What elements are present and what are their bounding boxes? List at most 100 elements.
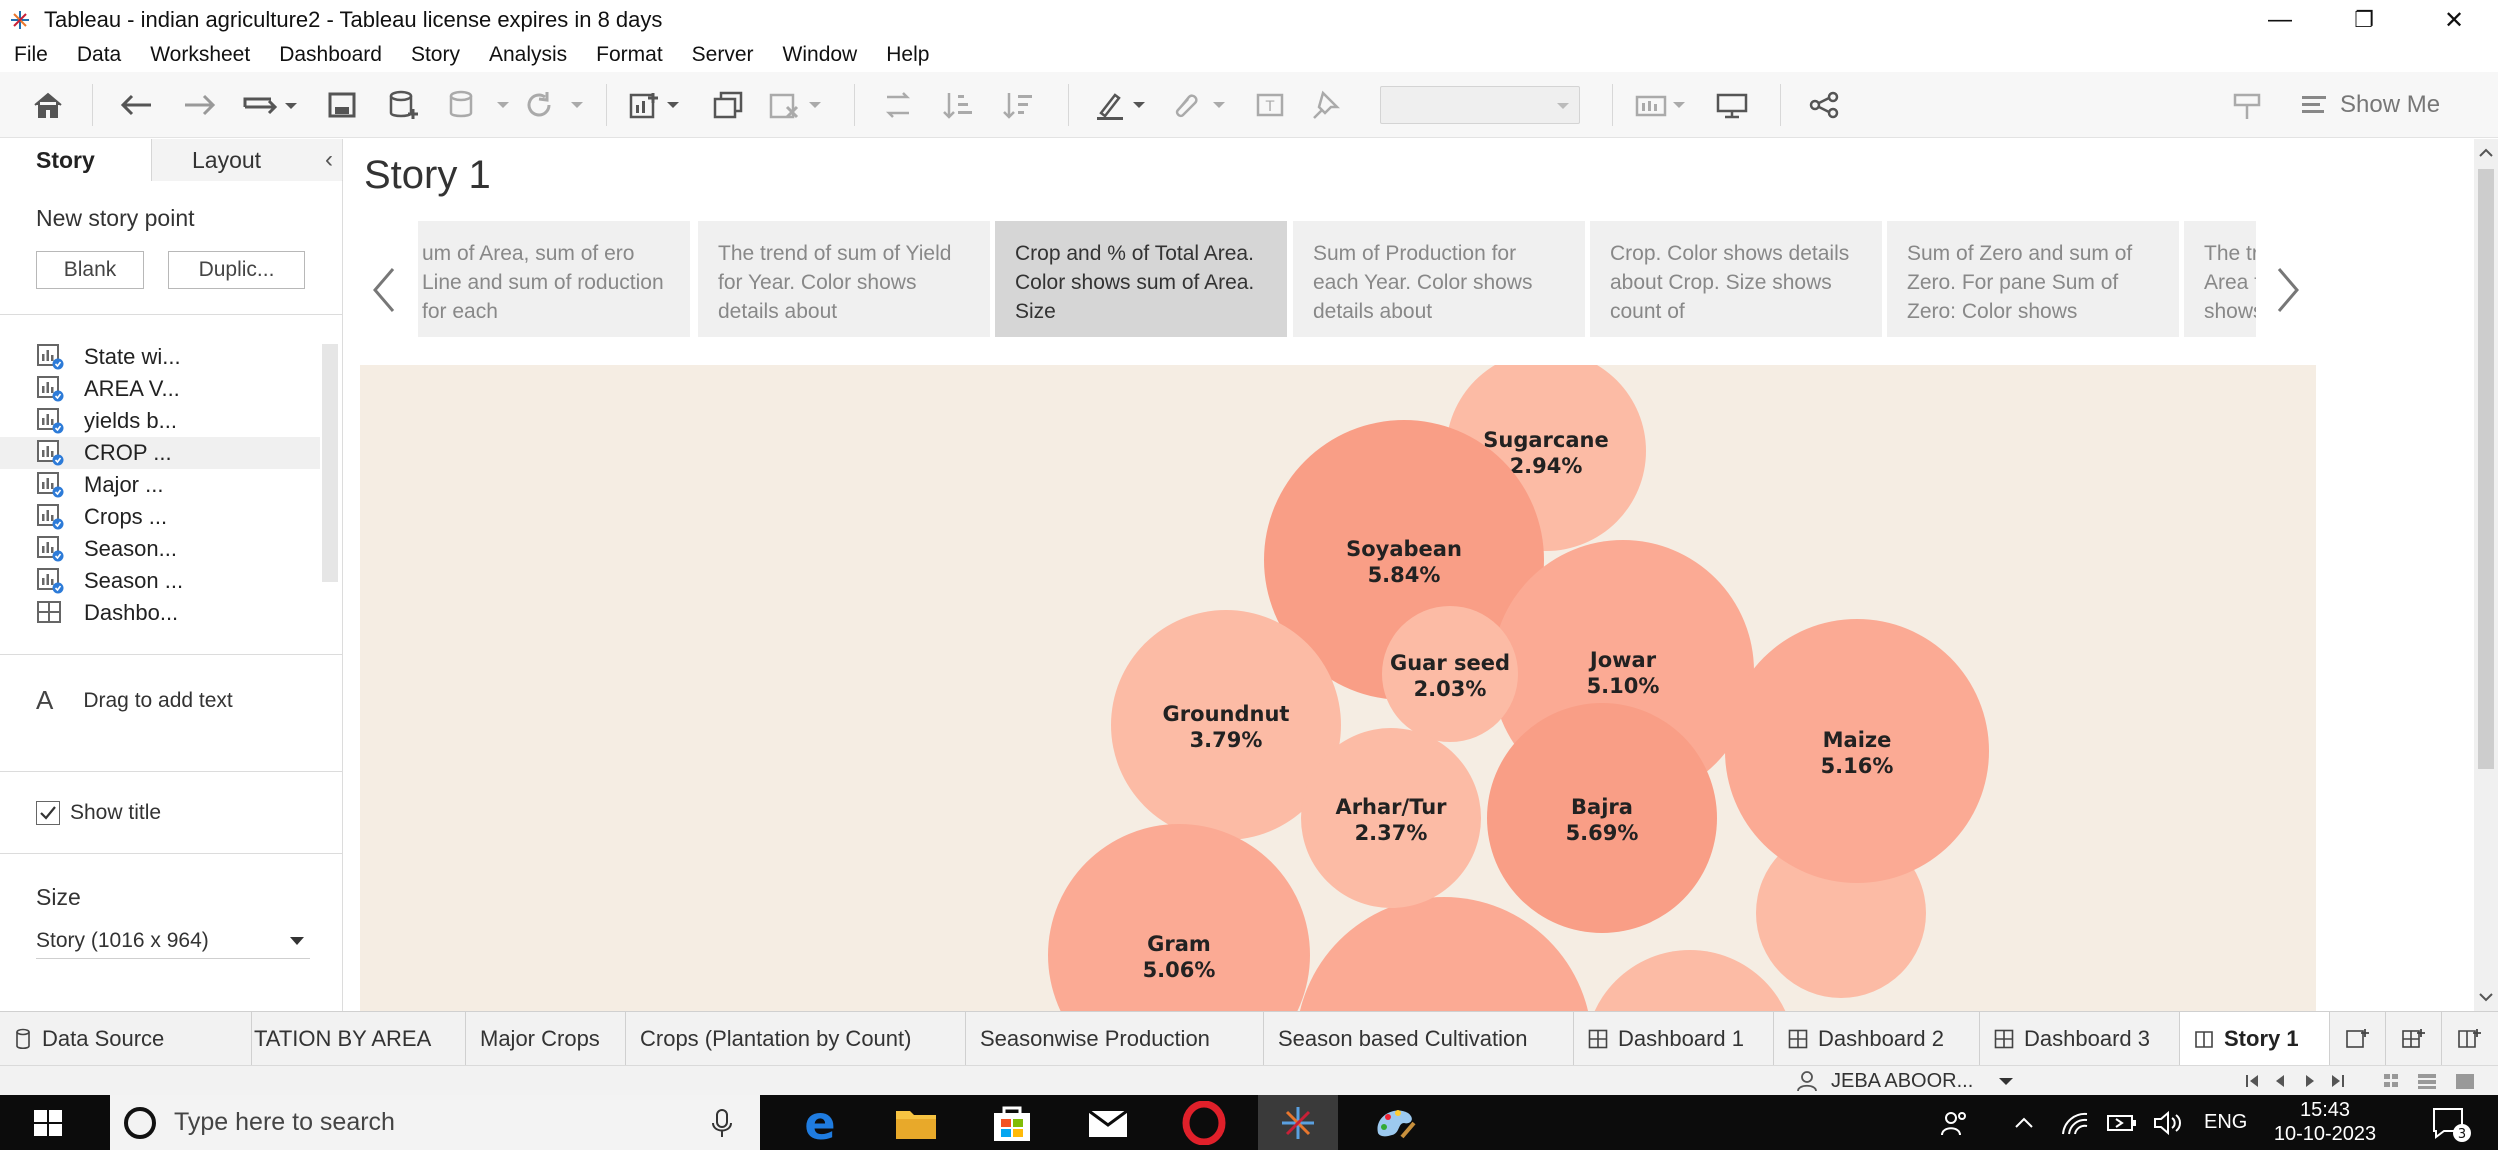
sheet-item[interactable]: AREA V...	[0, 373, 320, 405]
menu-file[interactable]: File	[14, 43, 48, 66]
sheet-navigation-icon[interactable]	[2240, 1066, 2360, 1096]
tab-story-1[interactable]: Story 1	[2180, 1012, 2330, 1066]
show-title-checkbox[interactable]: Show title	[36, 801, 161, 825]
menu-format[interactable]: Format	[596, 43, 663, 66]
presentation-icon[interactable]	[1710, 84, 1754, 126]
save-icon[interactable]	[322, 84, 362, 126]
vertical-scrollbar[interactable]	[2474, 139, 2498, 1011]
blank-button[interactable]: Blank	[36, 251, 144, 289]
menu-data[interactable]: Data	[76, 43, 122, 66]
sort-asc-icon[interactable]	[936, 84, 980, 126]
people-icon[interactable]	[1940, 1095, 1980, 1150]
duplicate-icon[interactable]	[706, 84, 750, 126]
clear-icon[interactable]	[764, 84, 834, 126]
pause-icon[interactable]	[444, 84, 514, 126]
menu-dashboard[interactable]: Dashboard	[279, 43, 382, 66]
language-indicator[interactable]: ENG	[2204, 1111, 2248, 1133]
bubble-gram[interactable]	[1048, 824, 1310, 1011]
tab-major-crops[interactable]: Major Crops	[466, 1012, 626, 1066]
tab-layout[interactable]: Layout	[152, 139, 342, 181]
user-menu[interactable]: JEBA ABOOR...	[1795, 1066, 2017, 1096]
edge-browser-icon[interactable]: e	[780, 1095, 860, 1150]
tab-season-based-cultivation[interactable]: Season based Cultivation	[1264, 1012, 1574, 1066]
close-button[interactable]: ✕	[2443, 6, 2465, 34]
highlight-icon[interactable]	[1090, 84, 1160, 126]
collapse-pane-icon[interactable]: ‹	[325, 146, 333, 173]
undo-icon[interactable]	[114, 84, 158, 126]
wifi-icon[interactable]	[2060, 1095, 2094, 1150]
sheet-list-scrollbar[interactable]	[322, 344, 338, 582]
story-point[interactable]: Sum of Zero and sum of Zero. For pane Su…	[1887, 221, 2179, 337]
bubble-bajra[interactable]	[1487, 703, 1717, 933]
sheet-item[interactable]: Season ...	[0, 565, 320, 597]
story-point-active[interactable]: Crop and % of Total Area. Color shows su…	[995, 221, 1287, 337]
menu-worksheet[interactable]: Worksheet	[150, 43, 251, 66]
tab-crops-plantation-by-count[interactable]: Crops (Plantation by Count)	[626, 1012, 966, 1066]
menu-analysis[interactable]: Analysis	[488, 43, 568, 66]
story-point[interactable]: Sum of Production for each Year. Color s…	[1293, 221, 1585, 337]
redo-icon[interactable]	[178, 84, 222, 126]
sheet-item[interactable]: yields b...	[0, 405, 320, 437]
view-mode-icon[interactable]	[2380, 1066, 2490, 1096]
battery-icon[interactable]	[2106, 1095, 2140, 1150]
file-explorer-icon[interactable]	[876, 1095, 956, 1150]
bubble-arhar-tur[interactable]	[1301, 728, 1481, 908]
bubble-maize[interactable]	[1725, 619, 1989, 883]
tab-dashboard-3[interactable]: Dashboard 3	[1980, 1012, 2180, 1066]
previous-story-point-icon[interactable]	[364, 245, 404, 335]
menu-story[interactable]: Story	[410, 43, 460, 66]
group-icon[interactable]	[1166, 84, 1236, 126]
volume-icon[interactable]	[2152, 1095, 2186, 1150]
minimize-button[interactable]: —	[2268, 6, 2292, 33]
tab-dashboard-2[interactable]: Dashboard 2	[1774, 1012, 1980, 1066]
menu-server[interactable]: Server	[691, 43, 754, 66]
bubble-guar-seed[interactable]	[1382, 606, 1518, 742]
sheet-item[interactable]: Major ...	[0, 469, 320, 501]
microphone-icon[interactable]	[710, 1107, 734, 1139]
swap-icon[interactable]	[876, 84, 920, 126]
share-icon[interactable]	[1802, 84, 1846, 126]
drag-text-item[interactable]: A Drag to add text	[36, 685, 233, 716]
home-icon[interactable]	[26, 84, 70, 126]
tab-dashboard-1[interactable]: Dashboard 1	[1574, 1012, 1774, 1066]
clock[interactable]: 15:43 10-10-2023	[2265, 1098, 2385, 1146]
pin-icon[interactable]	[1304, 84, 1348, 126]
story-point[interactable]: The tre Area fo shows	[2184, 221, 2256, 337]
new-datasource-icon[interactable]	[382, 84, 426, 126]
show-me-button[interactable]: Show Me	[2300, 84, 2440, 126]
new-worksheet-tab-icon[interactable]	[2330, 1012, 2386, 1066]
tableau-taskbar-icon[interactable]	[1258, 1095, 1338, 1150]
bubble-groundnut[interactable]	[1111, 610, 1341, 840]
new-worksheet-icon[interactable]	[624, 84, 694, 126]
opera-browser-icon[interactable]	[1164, 1095, 1244, 1150]
story-point[interactable]: The trend of sum of Yield for Year. Colo…	[698, 221, 990, 337]
mail-icon[interactable]	[1068, 1095, 1148, 1150]
fit-icon[interactable]	[1630, 84, 1700, 126]
sort-desc-icon[interactable]	[996, 84, 1040, 126]
new-dashboard-tab-icon[interactable]	[2386, 1012, 2442, 1066]
menu-help[interactable]: Help	[886, 43, 930, 66]
sheet-item[interactable]: Dashbo...	[0, 597, 320, 629]
paint-icon[interactable]	[1354, 1095, 1434, 1150]
story-point[interactable]: Crop. Color shows details about Crop. Si…	[1590, 221, 1882, 337]
sheet-item[interactable]: CROP ...	[0, 437, 320, 469]
size-dropdown[interactable]: Story (1016 x 964)	[36, 923, 310, 959]
tab-story[interactable]: Story	[0, 139, 152, 181]
microsoft-store-icon[interactable]	[972, 1095, 1052, 1150]
pinned-icon[interactable]	[2226, 84, 2270, 126]
bubble-unlabeled[interactable]	[1585, 950, 1795, 1011]
next-story-point-icon[interactable]	[2268, 245, 2308, 335]
tab-data-source[interactable]: Data Source	[0, 1012, 252, 1066]
fit-dropdown[interactable]	[1380, 86, 1580, 124]
duplicate-button[interactable]: Duplic...	[168, 251, 305, 289]
bubble-unlabeled[interactable]	[1296, 897, 1592, 1011]
refresh-icon[interactable]	[522, 84, 592, 126]
scrollbar-thumb[interactable]	[2478, 169, 2494, 769]
sheet-item[interactable]: Season...	[0, 533, 320, 565]
menu-window[interactable]: Window	[782, 43, 858, 66]
restore-button[interactable]: ❐	[2354, 7, 2374, 32]
new-story-tab-icon[interactable]	[2442, 1012, 2498, 1066]
tab-seasonwise-production[interactable]: Seasonwise Production	[966, 1012, 1264, 1066]
label-icon[interactable]: T	[1248, 84, 1292, 126]
story-point[interactable]: um of Area, sum of ero Line and sum of r…	[418, 221, 690, 337]
